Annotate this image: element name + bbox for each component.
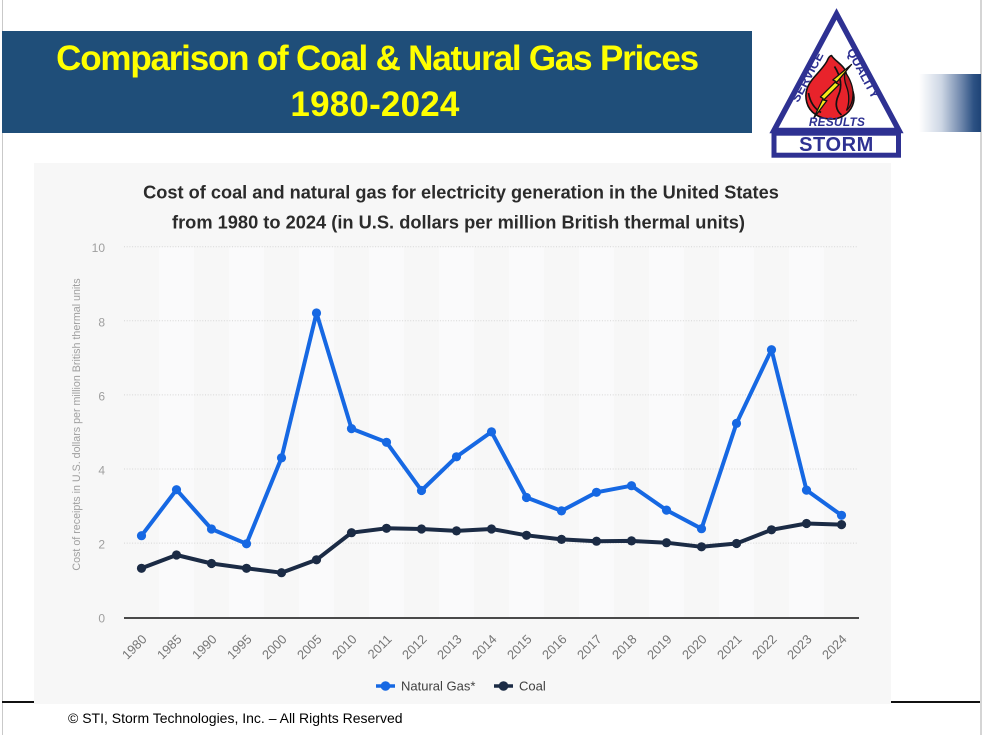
- svg-text:RESULTS: RESULTS: [809, 115, 865, 129]
- svg-text:10: 10: [92, 241, 106, 255]
- svg-text:6: 6: [98, 389, 105, 403]
- svg-text:2: 2: [98, 538, 105, 552]
- svg-text:4: 4: [98, 464, 105, 478]
- svg-text:Coal: Coal: [519, 679, 546, 694]
- svg-text:Natural Gas*: Natural Gas*: [401, 679, 475, 694]
- svg-text:8: 8: [98, 315, 105, 329]
- svg-text:Cost of coal and natural gas f: Cost of coal and natural gas for electri…: [143, 183, 779, 203]
- svg-text:Cost of receipts in U.S. dolla: Cost of receipts in U.S. dollars per mil…: [71, 278, 83, 570]
- svg-text:from 1980 to 2024 (in U.S. dol: from 1980 to 2024 (in U.S. dollars per m…: [172, 212, 745, 233]
- svg-text:STORM: STORM: [799, 134, 874, 156]
- svg-text:0: 0: [98, 612, 105, 626]
